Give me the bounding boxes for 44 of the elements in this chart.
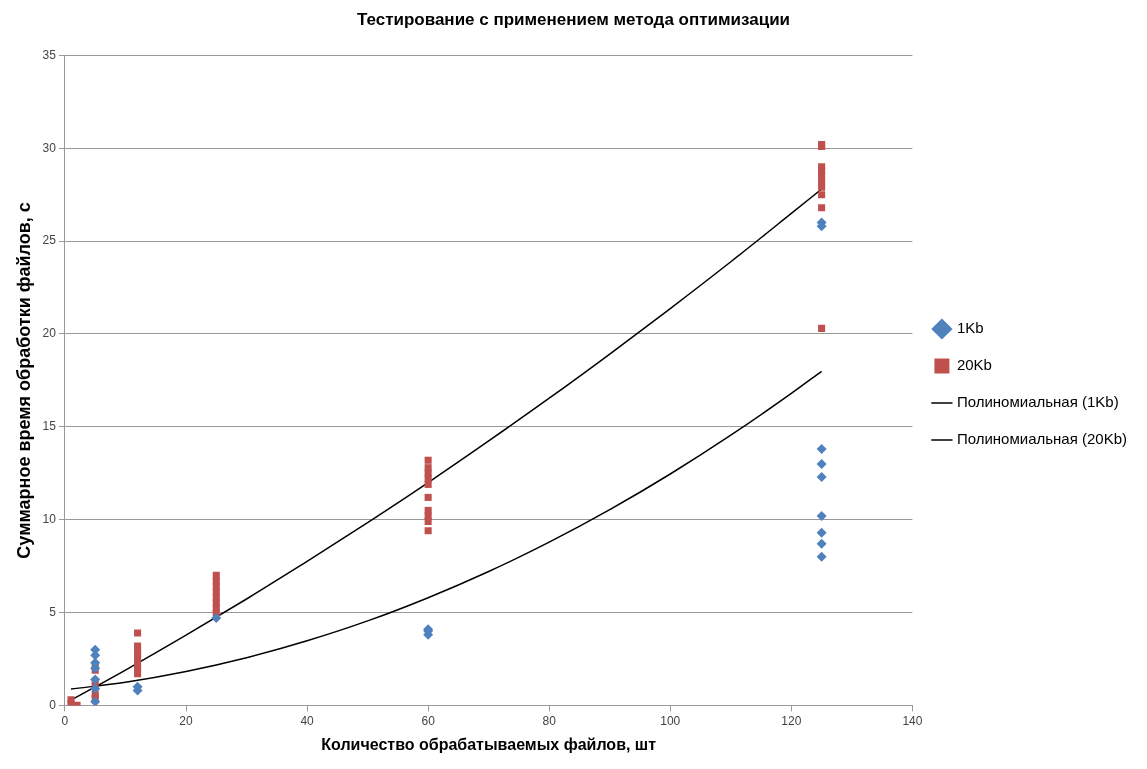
y-tick-label: 35 bbox=[42, 47, 57, 62]
point bbox=[818, 204, 826, 212]
x-tick-label: 60 bbox=[421, 713, 436, 728]
y-tick-label: 5 bbox=[49, 604, 57, 619]
point bbox=[816, 510, 827, 521]
x-tick-label: 100 bbox=[660, 713, 681, 728]
point bbox=[816, 551, 827, 562]
point bbox=[424, 456, 432, 464]
point bbox=[134, 670, 142, 678]
legend-label: Полиномиальная (20Kb) bbox=[956, 430, 1127, 448]
y-tick-label: 10 bbox=[42, 512, 57, 526]
x-tick-label: 20 bbox=[179, 713, 194, 728]
y-tick-label: 15 bbox=[42, 419, 57, 434]
point bbox=[424, 527, 432, 535]
x-tick-label: 40 bbox=[300, 713, 315, 728]
x-tick-label: 140 bbox=[902, 713, 923, 728]
legend-label: 1Kb bbox=[956, 319, 984, 337]
point bbox=[211, 613, 222, 624]
point bbox=[424, 493, 432, 501]
point bbox=[818, 183, 826, 191]
x-tick-label: 0 bbox=[61, 713, 69, 728]
y-tick-label: 0 bbox=[49, 697, 57, 712]
point bbox=[67, 700, 75, 706]
y-axis-title: Суммарное время обработки файлов, с bbox=[13, 202, 34, 559]
chart-title: Тестирование с применением метода оптимизации bbox=[356, 9, 791, 29]
point bbox=[818, 191, 826, 199]
y-tick-label: 20 bbox=[42, 326, 57, 341]
point bbox=[816, 458, 827, 469]
point bbox=[818, 324, 826, 332]
y-tick-label: 30 bbox=[42, 140, 57, 155]
point bbox=[816, 471, 827, 482]
point bbox=[90, 696, 101, 706]
point bbox=[816, 444, 827, 455]
legend-label: 20Kb bbox=[956, 356, 992, 374]
point bbox=[134, 629, 142, 637]
point bbox=[816, 527, 827, 538]
y-tick-label: 25 bbox=[42, 233, 57, 248]
x-tick-label: 120 bbox=[781, 713, 802, 728]
x-tick-label: 80 bbox=[542, 713, 557, 728]
x-axis-title: Количество обрабатываемых файлов, шт bbox=[321, 735, 657, 753]
legend-label: Полиномиальная (1Kb) bbox=[956, 393, 1119, 411]
point bbox=[424, 518, 432, 526]
point bbox=[424, 480, 432, 488]
point bbox=[816, 538, 827, 549]
